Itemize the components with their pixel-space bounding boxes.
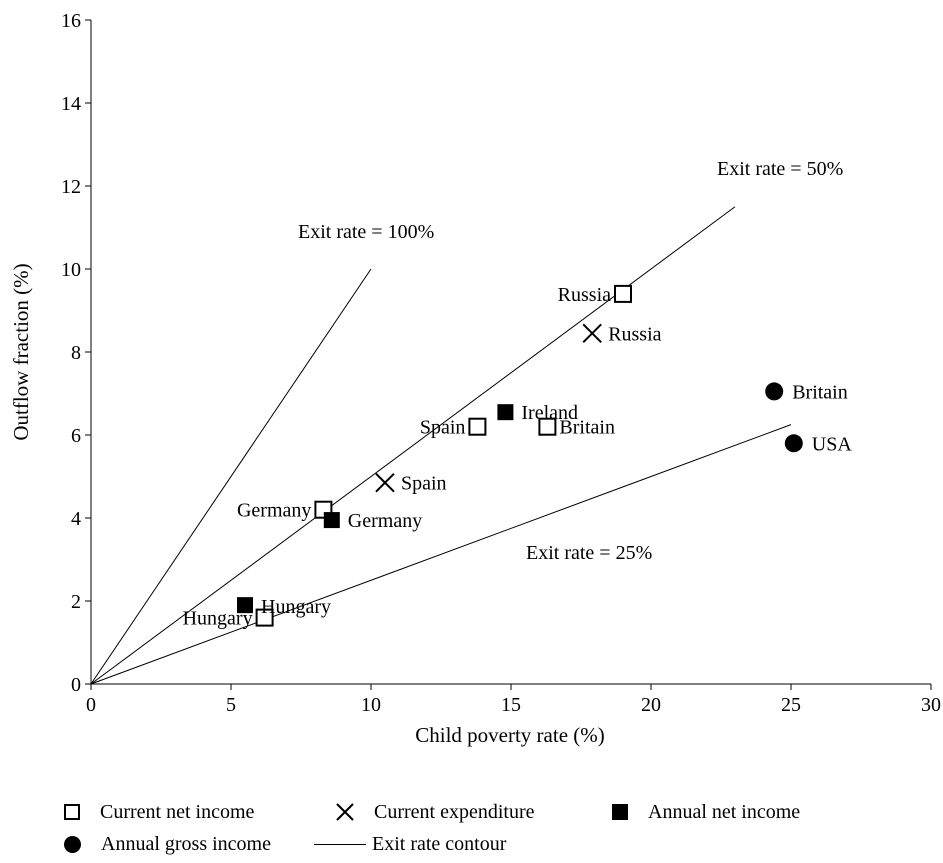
legend: Current net income Current expenditure A…: [60, 798, 920, 862]
legend-item-current-net-income: Current net income: [64, 798, 254, 826]
legend-label: Annual gross income: [101, 832, 271, 855]
open-square-marker: [468, 417, 487, 436]
data-points: Russia Spain Britain Germany Hungary Russia Sp…: [183, 284, 853, 630]
x-tick-label: 10: [361, 694, 381, 716]
point-label: USA: [812, 433, 853, 455]
point-label: Britain: [792, 381, 848, 403]
x-marker: [375, 473, 395, 493]
line-icon: [314, 843, 366, 845]
open-square-marker: [538, 417, 557, 436]
filled-square-marker: [497, 404, 514, 421]
legend-label: Exit rate contour: [372, 832, 507, 855]
point-label: Ireland: [521, 402, 578, 424]
point-label: Britain: [559, 417, 615, 439]
legend-item-exit-rate-contour: Exit rate contour: [314, 830, 506, 858]
filled-square-marker: [323, 512, 340, 529]
x-tick-label: 25: [781, 694, 801, 716]
legend-item-annual-gross-income: Annual gross income: [64, 830, 271, 858]
y-tick-label: 4: [71, 508, 81, 530]
y-tick-label: 2: [71, 591, 81, 613]
x-tick-label: 5: [226, 694, 236, 716]
y-tick-label: 0: [71, 674, 81, 696]
legend-label: Current expenditure: [374, 800, 535, 823]
contour-label: Exit rate = 25%: [526, 542, 652, 564]
x-mark-icon: [336, 803, 354, 821]
filled-square-icon: [612, 804, 628, 820]
x-tick-label: 0: [86, 694, 96, 716]
point-label: Russia: [608, 323, 661, 345]
y-tick-label: 14: [61, 93, 81, 115]
open-square-marker: [255, 608, 274, 627]
y-axis-label: Outflow fraction (%): [9, 263, 33, 440]
filled-circle-marker: [784, 434, 803, 453]
y-tick-label: 6: [71, 425, 81, 447]
x-tick-label: 15: [501, 694, 521, 716]
x-marker-stroke: [582, 323, 602, 344]
x-marker-stroke: [375, 473, 395, 493]
point-label: Spain: [401, 473, 447, 495]
filled-circle-icon: [64, 835, 81, 853]
legend-label: Current net income: [100, 800, 255, 823]
legend-item-annual-net-income: Annual net income: [612, 798, 800, 826]
point-label: Russia: [558, 284, 611, 306]
legend-label: Annual net income: [648, 800, 801, 823]
y-tick-label: 16: [61, 10, 81, 32]
exit-rate-contours: Exit rate = 100% Exit rate = 50% Exit rate…: [90, 158, 843, 685]
filled-circle-marker: [765, 382, 784, 401]
x-tick-label: 30: [921, 694, 941, 716]
point-label: Hungary: [183, 608, 253, 630]
scatter-chart: 0 5 10 15 20 25 30 0 2 4 6 8 10 12 14 16 Exit rate = 10…: [9, 10, 941, 747]
contour-line: [90, 268, 372, 685]
contour-label: Exit rate = 100%: [298, 221, 434, 243]
point-label: Hungary: [261, 596, 331, 618]
contour-line: [90, 424, 792, 685]
open-square-icon: [64, 804, 80, 820]
x-tick-label: 20: [641, 694, 661, 716]
contour-label: Exit rate = 50%: [717, 158, 843, 180]
axes: 0 5 10 15 20 25 30 0 2 4 6 8 10 12 14 16: [61, 10, 941, 716]
x-marker: [582, 323, 602, 344]
y-tick-label: 8: [71, 342, 81, 364]
point-label: Germany: [237, 500, 311, 522]
open-square-marker: [614, 284, 632, 303]
y-tick-label: 12: [61, 176, 81, 198]
y-tick-label: 10: [61, 259, 81, 281]
point-label: Germany: [348, 510, 422, 532]
point-label: Spain: [420, 417, 466, 439]
legend-item-current-expenditure: Current expenditure: [336, 798, 535, 826]
x-axis-label: Child poverty rate (%): [415, 723, 605, 747]
filled-square-marker: [237, 597, 253, 614]
